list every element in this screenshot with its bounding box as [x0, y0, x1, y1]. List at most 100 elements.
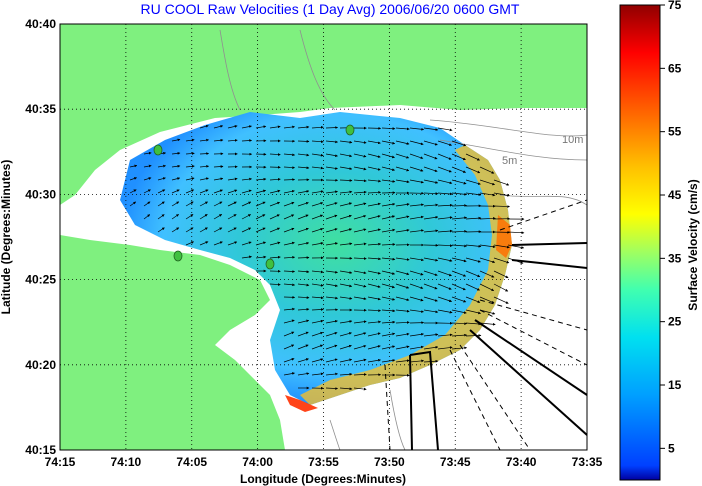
velocity-arrow	[297, 214, 309, 220]
velocity-arrow	[283, 255, 296, 259]
velocity-arrow	[325, 166, 338, 170]
velocity-arrow	[395, 283, 410, 289]
velocity-arrow	[199, 152, 210, 156]
velocity-arrow	[311, 319, 324, 324]
velocity-arrow	[367, 358, 381, 363]
velocity-arrow	[409, 309, 424, 313]
velocity-arrow	[241, 177, 253, 181]
velocity-arrow	[171, 177, 181, 181]
velocity-arrow	[241, 125, 252, 129]
velocity-arrow	[423, 270, 438, 276]
velocity-arrow	[493, 283, 509, 292]
velocity-arrow	[171, 151, 181, 155]
velocity-arrow	[395, 179, 410, 184]
velocity-arrow	[479, 283, 495, 292]
velocity-arrow	[451, 179, 467, 185]
velocity-arrow	[199, 177, 209, 181]
velocity-arrow	[353, 242, 367, 246]
velocity-arrow	[381, 320, 396, 324]
velocity-arrow	[381, 332, 396, 337]
velocity-arrow	[171, 138, 181, 142]
velocity-arrow	[241, 189, 252, 194]
velocity-arrow	[437, 153, 452, 160]
velocity-arrow	[493, 179, 510, 186]
velocity-arrow	[437, 127, 453, 132]
velocity-arrow	[227, 139, 238, 142]
velocity-arrow	[311, 308, 324, 311]
velocity-arrow	[437, 229, 453, 233]
velocity-arrow	[311, 372, 324, 376]
velocity-arrow	[185, 152, 195, 155]
velocity-arrow	[283, 331, 295, 337]
velocity-arrow	[129, 189, 137, 194]
velocity-field-peak-south	[285, 395, 318, 412]
velocity-arrow	[437, 179, 453, 185]
velocity-arrow	[423, 283, 438, 290]
velocity-arrow	[297, 319, 310, 324]
velocity-arrow	[269, 189, 281, 194]
velocity-arrow	[255, 227, 266, 233]
velocity-arrow	[157, 201, 165, 207]
velocity-arrow	[451, 153, 466, 161]
transect-lines	[384, 199, 587, 450]
velocity-arrow	[199, 214, 208, 220]
velocity-arrow	[409, 296, 424, 302]
y-tick-label: 40:20	[25, 358, 56, 372]
velocity-arrow	[465, 296, 481, 303]
velocity-arrow	[367, 228, 381, 233]
velocity-arrow	[199, 189, 209, 194]
velocity-arrow	[367, 332, 381, 337]
velocity-arrow	[213, 177, 224, 181]
velocity-arrow	[311, 242, 324, 246]
velocity-arrow	[185, 201, 194, 207]
velocity-arrow	[129, 201, 137, 207]
velocity-arrow	[199, 241, 209, 246]
velocity-arrow	[423, 345, 439, 350]
velocity-arrow	[409, 229, 424, 233]
velocity-arrow	[395, 153, 410, 159]
velocity-arrow	[227, 201, 237, 207]
velocity-arrow	[353, 358, 367, 363]
velocity-arrow	[381, 345, 396, 350]
velocity-arrow	[241, 139, 253, 142]
velocity-arrow	[493, 205, 511, 208]
velocity-arrow	[311, 227, 324, 233]
velocity-field	[120, 112, 512, 405]
velocity-arrow	[409, 203, 424, 207]
y-tick-label: 40:30	[25, 187, 56, 201]
velocity-arrow	[465, 334, 482, 337]
velocity-arrow	[367, 215, 381, 220]
velocity-arrow	[269, 153, 281, 156]
colorbar-tick-label: 25	[668, 315, 682, 329]
velocity-arrow	[409, 215, 424, 220]
velocity-arrow	[255, 125, 267, 129]
velocity-arrow	[381, 296, 396, 301]
velocity-arrow	[283, 241, 295, 246]
velocity-arrow	[423, 166, 438, 172]
velocity-arrow	[381, 166, 396, 171]
velocity-arrow	[157, 164, 167, 168]
y-axis-label: Latitude (Degrees:Minutes)	[0, 160, 13, 315]
velocity-arrow	[353, 202, 367, 207]
velocity-arrow	[437, 309, 453, 314]
velocity-arrow	[339, 140, 353, 144]
velocity-arrow	[325, 126, 339, 129]
velocity-arrow	[353, 296, 367, 301]
velocity-arrow	[297, 125, 310, 129]
velocity-arrow	[367, 345, 381, 350]
velocity-arrow	[227, 214, 237, 220]
colorbar-tick-label: 5	[668, 441, 675, 455]
velocity-arrow	[353, 270, 367, 275]
land-mass-west	[60, 235, 285, 450]
velocity-arrow	[367, 153, 381, 158]
velocity-arrow	[241, 241, 252, 246]
colorbar-tick-label: 75	[668, 0, 682, 12]
velocity-arrow	[381, 215, 396, 220]
velocity-arrow	[143, 151, 152, 155]
velocity-arrow	[409, 257, 424, 262]
velocity-arrow	[325, 331, 338, 337]
velocity-arrow	[479, 322, 496, 326]
velocity-arrow	[395, 345, 410, 350]
velocity-arrow	[423, 359, 439, 363]
velocity-arrow	[213, 227, 223, 233]
